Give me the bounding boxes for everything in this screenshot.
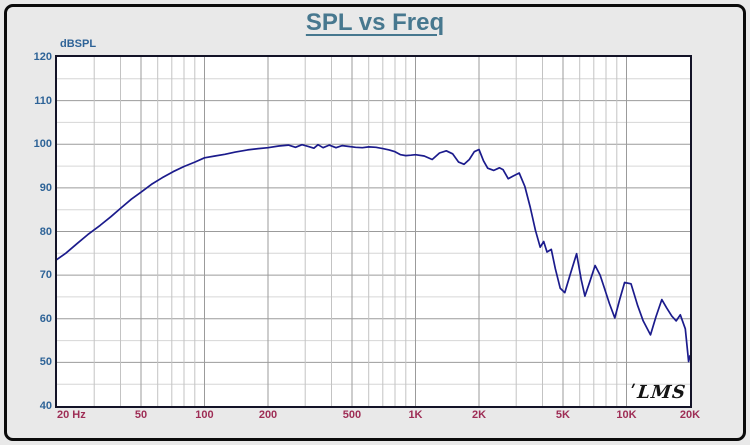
x-tick-label: 500 (342, 409, 362, 421)
y-axis-unit-label: dBSPL (60, 38, 97, 50)
y-tick-label: 100 (33, 138, 52, 151)
chart-title: SPL vs Freq (305, 9, 445, 36)
y-tick-label: 120 (33, 51, 52, 63)
x-tick-label: 10K (616, 409, 637, 421)
y-tick-label: 50 (39, 356, 52, 369)
y-tick-label: 60 (39, 312, 52, 325)
y-tick-label: 110 (34, 94, 52, 107)
y-tick-label: 70 (39, 269, 52, 282)
x-tick-label: 20K (679, 409, 701, 421)
x-tick-label: 5K (555, 409, 570, 421)
x-tick-label: 20 Hz (57, 409, 86, 421)
y-tick-label: 90 (39, 181, 52, 194)
x-tick-label: 50 (134, 409, 148, 421)
plot-area (55, 55, 692, 408)
y-tick-label: 80 (39, 225, 52, 238)
x-tick-label: 2K (471, 409, 487, 421)
lms-logo: LMS (629, 382, 687, 403)
spl-frequency-curve (57, 57, 690, 406)
y-tick-label: 40 (39, 400, 52, 412)
x-tick-label: 200 (258, 409, 278, 421)
x-tick-label: 1K (408, 409, 423, 421)
x-tick-label: 100 (195, 409, 214, 421)
